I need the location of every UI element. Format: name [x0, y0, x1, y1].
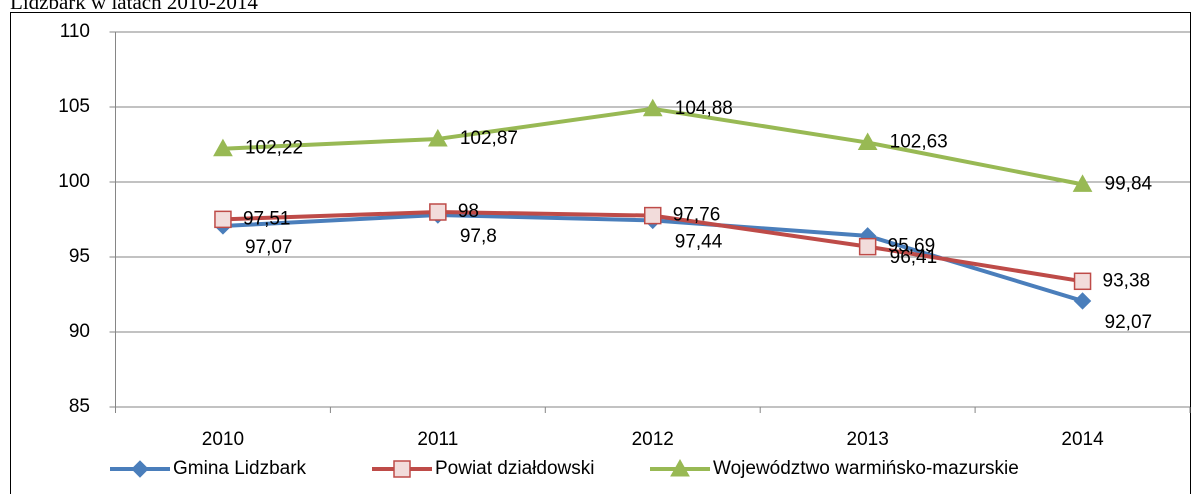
data-point [1072, 174, 1093, 192]
data-label: 92,07 [1105, 312, 1153, 333]
data-label: 102,22 [245, 138, 303, 159]
data-point [214, 210, 232, 229]
x-tick-label: 2014 [1061, 429, 1104, 450]
data-point [858, 237, 877, 256]
data-point [1073, 272, 1092, 291]
data-label: 97,44 [675, 231, 723, 252]
x-tick-label: 2010 [202, 429, 244, 450]
data-label: 104,88 [675, 98, 733, 119]
data-point [213, 138, 233, 157]
legend-marker [670, 458, 690, 477]
legend-marker [393, 460, 411, 478]
data-label: 97,8 [460, 226, 497, 247]
legend-label: Powiat działdowski [435, 458, 594, 479]
data-label: 97,51 [243, 208, 291, 229]
data-label: 96,41 [890, 247, 938, 268]
y-tick-label: 95 [69, 246, 90, 267]
x-tick-label: 2012 [632, 429, 674, 450]
y-tick-label: 90 [69, 321, 90, 342]
x-tick-label: 2013 [847, 429, 889, 450]
data-point [429, 203, 447, 221]
data-label: 102,87 [460, 128, 518, 149]
data-point [857, 132, 878, 151]
x-tick-label: 2011 [417, 429, 458, 450]
data-point [427, 128, 448, 147]
legend-label: Gmina Lidzbark [173, 458, 307, 479]
data-label: 99,84 [1105, 173, 1153, 194]
data-label: 95,69 [888, 236, 936, 257]
data-label: 93,38 [1103, 270, 1151, 291]
legend-label: Województwo warmińsko-mazurskie [713, 458, 1019, 479]
data-label: 98 [458, 201, 479, 222]
y-tick-label: 105 [58, 96, 90, 117]
y-tick-label: 110 [60, 21, 90, 42]
data-point [644, 206, 662, 225]
y-tick-label: 100 [58, 171, 90, 192]
y-tick-label: 85 [69, 396, 90, 417]
data-point [642, 98, 663, 117]
data-point [1073, 292, 1092, 310]
data-label: 97,07 [245, 237, 293, 258]
legend-marker [131, 460, 149, 478]
chart-border [10, 12, 1191, 494]
data-label: 102,63 [890, 132, 948, 153]
data-label: 97,76 [673, 205, 721, 226]
chart-title: Lidzbark w latach 2010-2014 [10, 0, 258, 14]
